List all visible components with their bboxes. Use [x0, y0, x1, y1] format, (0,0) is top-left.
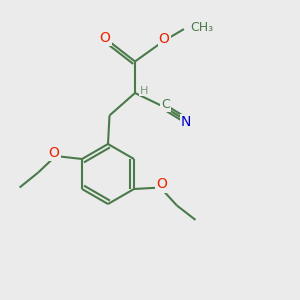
- Text: O: O: [156, 178, 167, 191]
- Text: O: O: [100, 31, 110, 45]
- Text: O: O: [49, 146, 60, 160]
- Text: C: C: [161, 98, 170, 111]
- Text: H: H: [140, 85, 148, 96]
- Text: CH₃: CH₃: [190, 21, 214, 34]
- Text: N: N: [181, 115, 191, 129]
- Text: O: O: [159, 32, 170, 46]
